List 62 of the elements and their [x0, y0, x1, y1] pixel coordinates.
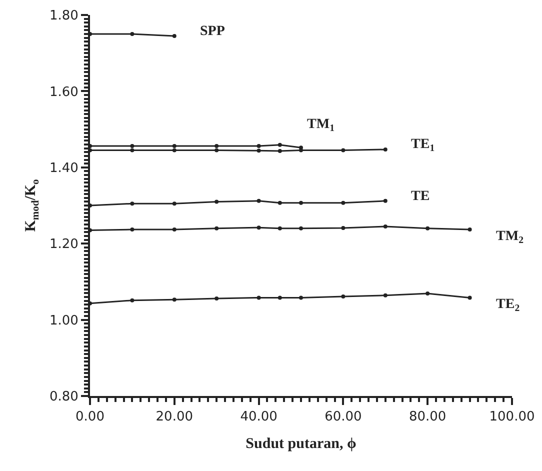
- point: [278, 200, 282, 205]
- point: [383, 198, 388, 203]
- point: [383, 224, 388, 228]
- point: [383, 293, 388, 298]
- point: [214, 296, 219, 300]
- point: [299, 296, 303, 300]
- point: [172, 148, 176, 152]
- point: [256, 144, 261, 148]
- x-tick-label: 20.00: [156, 410, 194, 425]
- series-label: TE$_{1}$: [411, 137, 435, 154]
- point: [172, 228, 176, 232]
- point: [130, 148, 134, 152]
- x-tick-label: 0.00: [76, 410, 104, 425]
- point: [278, 226, 282, 230]
- point: [278, 296, 282, 300]
- x-axis-title: Sudut putaran, ϕ: [246, 436, 356, 452]
- point: [341, 294, 346, 299]
- point: [256, 198, 261, 203]
- series-label: TM$_{2}$: [496, 229, 524, 246]
- point: [468, 296, 472, 300]
- point: [130, 228, 134, 232]
- point: [214, 148, 219, 152]
- point: [256, 226, 261, 230]
- point: [278, 142, 282, 147]
- point: [426, 292, 430, 296]
- point: [130, 32, 134, 36]
- series-label: TE$_{2}$: [496, 297, 520, 314]
- x-tick-label: 40.00: [240, 410, 278, 425]
- point: [341, 200, 346, 205]
- x-tick-label: 80.00: [408, 410, 446, 425]
- point: [278, 149, 282, 154]
- point: [256, 148, 261, 153]
- y-tick-label: 1.40: [49, 160, 78, 176]
- point: [214, 226, 219, 230]
- point: [299, 200, 303, 205]
- point: [172, 144, 176, 148]
- point: [214, 200, 219, 204]
- point: [172, 298, 176, 302]
- point: [130, 144, 134, 148]
- y-tick-label: 0.80: [49, 390, 78, 405]
- point: [172, 34, 176, 38]
- x-tick-label: 60.00: [324, 410, 362, 425]
- y-tick-label: 1.20: [49, 237, 78, 252]
- point: [383, 147, 388, 152]
- series-label: TE: [411, 189, 430, 204]
- point: [299, 226, 303, 230]
- point: [341, 148, 346, 152]
- series-label: SPP: [200, 24, 226, 39]
- point: [256, 296, 261, 300]
- series-label: TM$_{1}$: [307, 117, 335, 134]
- point: [341, 226, 346, 230]
- x-tick-label: 100.00: [489, 410, 535, 425]
- point: [299, 148, 303, 152]
- y-tick-label: 1.80: [49, 8, 78, 24]
- point: [468, 228, 472, 232]
- point: [130, 202, 134, 206]
- y-tick-label: 1.00: [49, 313, 78, 328]
- point: [214, 144, 219, 148]
- point: [172, 202, 176, 206]
- y-tick-label: 1.60: [49, 84, 78, 100]
- point: [426, 226, 430, 230]
- point: [130, 298, 134, 302]
